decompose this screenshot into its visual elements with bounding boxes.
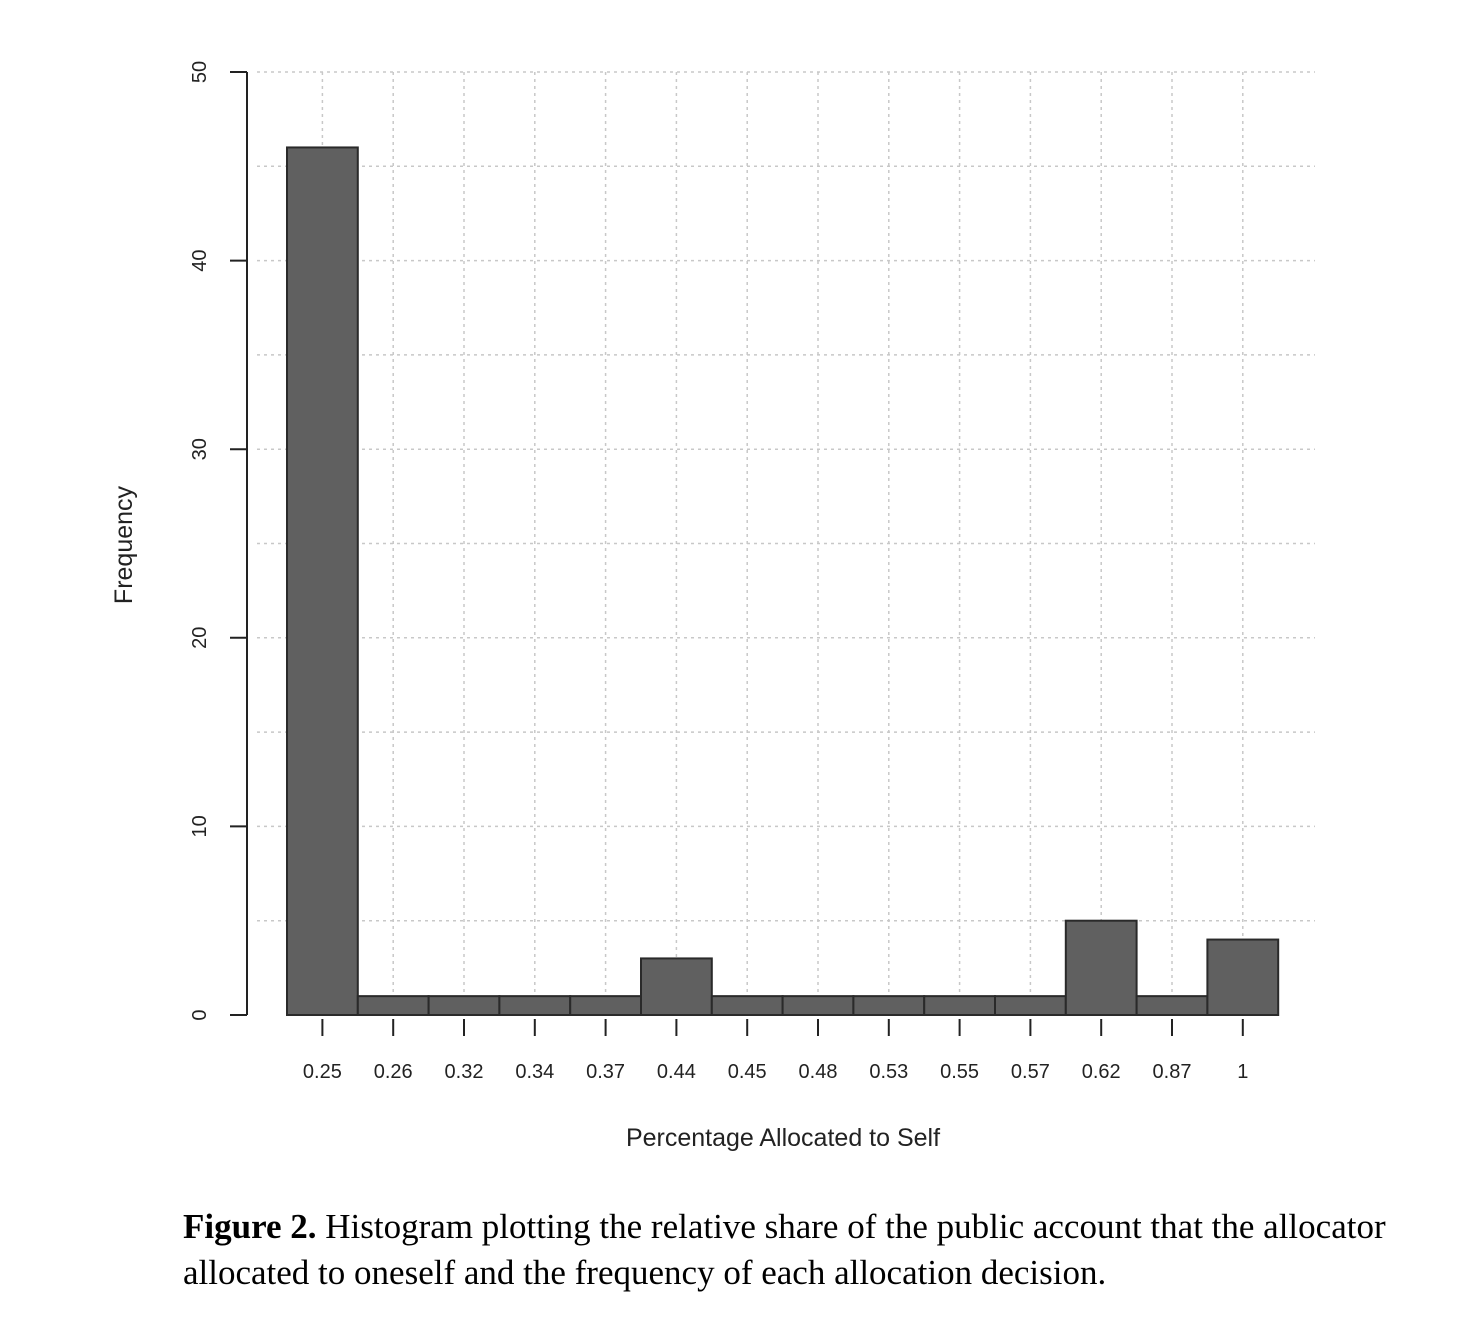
bar-0.44 — [640, 957, 713, 1016]
y-tick-label: 0 — [189, 1009, 211, 1020]
x-axis-title: Percentage Allocated to Self — [626, 1124, 940, 1152]
bar-0.45 — [710, 995, 784, 1017]
bar-0.26 — [356, 995, 430, 1017]
x-tick-label: 0.25 — [303, 1061, 342, 1083]
y-tick-label: 30 — [189, 438, 211, 460]
x-tick-label: 0.44 — [657, 1061, 696, 1083]
x-tick-label: 1 — [1237, 1061, 1248, 1083]
x-tick-label: 0.87 — [1153, 1061, 1192, 1083]
x-tick-label: 0.45 — [728, 1061, 767, 1083]
bar-0.48 — [781, 995, 855, 1017]
y-axis-title: Frequency — [110, 485, 138, 604]
grid-lines — [257, 71, 1315, 1015]
x-tick-label: 0.34 — [515, 1061, 554, 1083]
bar-1 — [1206, 938, 1280, 1016]
x-tick-label: 0.53 — [869, 1061, 908, 1083]
y-tick-label: 40 — [189, 249, 211, 271]
x-tick-label: 0.57 — [1011, 1061, 1050, 1083]
histogram-chart: 0 10 20 30 40 50 0.25 0.26 0.32 0.34 0.37 0.44 0.45 0… — [110, 61, 1315, 1152]
axes — [230, 71, 1244, 1036]
figure-number: Figure 2. — [183, 1207, 317, 1246]
x-tick-label: 0.55 — [940, 1061, 979, 1083]
bar-0.37 — [569, 995, 643, 1017]
bar-0.34 — [498, 995, 572, 1017]
x-tick-label: 0.37 — [586, 1061, 625, 1083]
bar-0.32 — [427, 995, 501, 1017]
x-tick-label: 0.48 — [799, 1061, 838, 1083]
x-tick-label: 0.26 — [374, 1061, 413, 1083]
caption-text: Histogram plotting the relative share of… — [183, 1207, 1386, 1292]
y-tick-label: 20 — [189, 627, 211, 649]
tick-labels: 0 10 20 30 40 50 0.25 0.26 0.32 0.34 0.37 0.44 0.45 0… — [189, 61, 1248, 1083]
y-tick-label: 10 — [189, 815, 211, 837]
figure-caption: Figure 2. Histogram plotting the relativ… — [183, 1204, 1423, 1296]
histogram-bars — [286, 146, 1280, 1017]
bar-0.55 — [923, 995, 997, 1017]
bar-0.53 — [852, 995, 926, 1017]
bar-0.87 — [1135, 995, 1209, 1017]
y-tick-label: 50 — [189, 61, 211, 83]
bar-0.25 — [286, 146, 359, 1016]
x-tick-label: 0.32 — [445, 1061, 484, 1083]
bar-0.57 — [994, 995, 1067, 1017]
bar-0.62 — [1064, 919, 1138, 1017]
x-tick-label: 0.62 — [1082, 1061, 1121, 1083]
